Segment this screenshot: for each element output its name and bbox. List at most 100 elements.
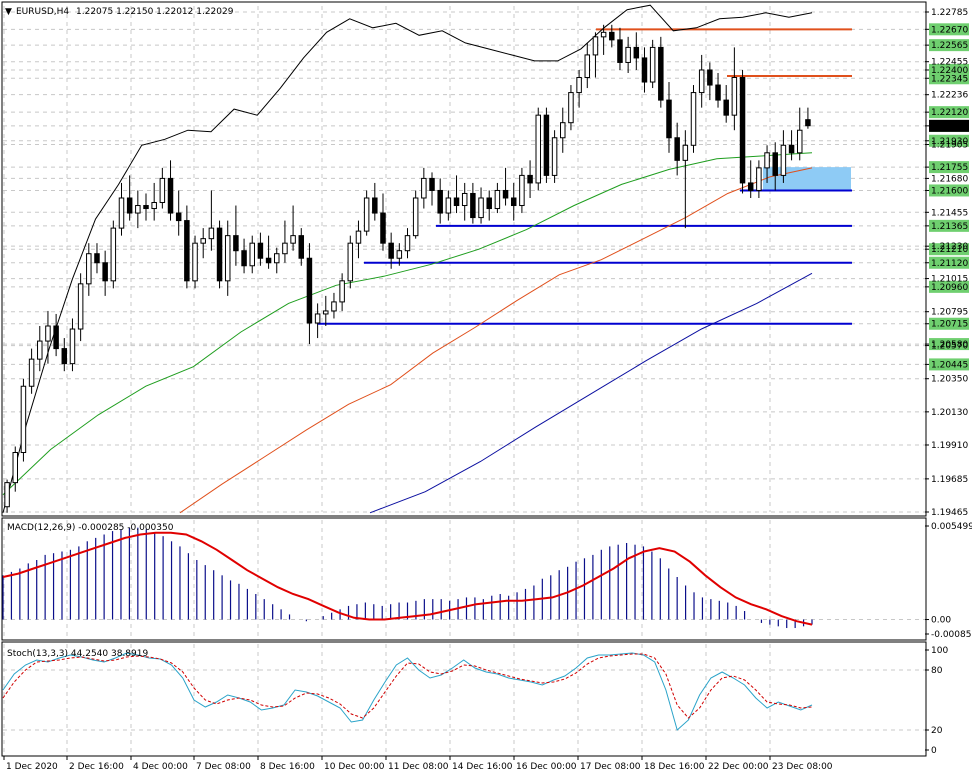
dropdown-arrow-icon[interactable]: ▼: [5, 7, 12, 17]
candle-body[interactable]: [86, 253, 92, 285]
candle-body[interactable]: [192, 242, 198, 282]
candle-body[interactable]: [200, 238, 206, 244]
candle-body[interactable]: [805, 119, 811, 127]
candle-body[interactable]: [282, 242, 288, 255]
candle-body[interactable]: [633, 46, 640, 59]
candle-body[interactable]: [77, 283, 84, 330]
candle-body[interactable]: [412, 197, 419, 237]
candle-body[interactable]: [731, 77, 738, 116]
candle-body[interactable]: [355, 230, 362, 244]
candle-body[interactable]: [486, 197, 492, 210]
candle-body[interactable]: [143, 205, 149, 210]
candle-body[interactable]: [61, 348, 68, 365]
candle-body[interactable]: [102, 262, 108, 282]
candle-body[interactable]: [421, 177, 427, 199]
candle-body[interactable]: [53, 325, 59, 350]
candle-body[interactable]: [592, 36, 599, 56]
candle-body[interactable]: [274, 253, 280, 264]
candle-body[interactable]: [502, 189, 509, 199]
candle-body[interactable]: [224, 235, 231, 282]
candle-body[interactable]: [208, 227, 215, 240]
candle-body[interactable]: [363, 197, 370, 232]
candle-body[interactable]: [788, 144, 795, 154]
candle-body[interactable]: [698, 69, 705, 94]
candle-body[interactable]: [437, 189, 443, 214]
candle-body[interactable]: [429, 177, 435, 191]
price-panel[interactable]: [1, 1, 927, 517]
candle-body[interactable]: [331, 301, 337, 312]
candle-body[interactable]: [388, 242, 394, 259]
candle-body[interactable]: [576, 77, 582, 94]
candle-body[interactable]: [339, 280, 345, 303]
candle-body[interactable]: [347, 242, 354, 282]
candle-body[interactable]: [543, 114, 550, 176]
stoch-panel[interactable]: [1, 641, 927, 757]
candle-body[interactable]: [739, 77, 746, 184]
candle-body[interactable]: [404, 235, 411, 252]
candle-body[interactable]: [772, 152, 778, 176]
candle-body[interactable]: [478, 197, 484, 219]
candle-body[interactable]: [323, 310, 329, 315]
candle-body[interactable]: [28, 358, 35, 387]
candle-body[interactable]: [216, 227, 223, 282]
candle-body[interactable]: [151, 202, 157, 210]
candle-body[interactable]: [519, 174, 525, 207]
candle-body[interactable]: [747, 182, 754, 191]
candle-body[interactable]: [560, 122, 566, 139]
candle-body[interactable]: [625, 46, 631, 63]
candle-body[interactable]: [314, 313, 321, 324]
candle-body[interactable]: [445, 197, 452, 214]
candle-body[interactable]: [126, 197, 133, 214]
candle-body[interactable]: [12, 452, 19, 484]
candle-body[interactable]: [159, 177, 166, 204]
candle-body[interactable]: [527, 174, 533, 184]
candle-body[interactable]: [372, 197, 378, 214]
candle-body[interactable]: [690, 92, 697, 146]
candle-body[interactable]: [396, 250, 403, 259]
candle-body[interactable]: [649, 46, 656, 83]
candle-body[interactable]: [584, 54, 591, 79]
candle-body[interactable]: [37, 340, 43, 360]
candle-body[interactable]: [764, 152, 770, 169]
candle-body[interactable]: [175, 212, 182, 222]
candle-body[interactable]: [535, 114, 541, 184]
candle-body[interactable]: [723, 99, 729, 116]
candle-body[interactable]: [796, 129, 803, 154]
candle-body[interactable]: [167, 177, 174, 214]
candle-body[interactable]: [658, 46, 664, 101]
candle-body[interactable]: [306, 257, 313, 324]
candle-body[interactable]: [453, 197, 460, 207]
candle-body[interactable]: [241, 250, 247, 267]
candle-body[interactable]: [265, 257, 272, 264]
candle-body[interactable]: [461, 192, 468, 207]
macd-panel[interactable]: [1, 517, 927, 641]
candle-body[interactable]: [249, 242, 255, 267]
candle-body[interactable]: [568, 92, 574, 124]
candle-body[interactable]: [510, 197, 517, 207]
candle-body[interactable]: [682, 144, 689, 161]
candle-body[interactable]: [600, 31, 607, 38]
candle-body[interactable]: [617, 39, 623, 63]
candle-body[interactable]: [380, 212, 386, 244]
candle-body[interactable]: [715, 84, 721, 101]
candle-body[interactable]: [94, 253, 100, 264]
candle-body[interactable]: [184, 220, 190, 282]
candle-body[interactable]: [756, 167, 762, 191]
candle-body[interactable]: [780, 144, 787, 176]
candle-body[interactable]: [110, 227, 117, 282]
candle-body[interactable]: [20, 385, 27, 454]
candle-body[interactable]: [135, 205, 141, 214]
candle-body[interactable]: [257, 242, 264, 259]
candle-body[interactable]: [674, 137, 680, 161]
candle-body[interactable]: [69, 328, 76, 365]
candle-body[interactable]: [290, 235, 296, 244]
candle-body[interactable]: [609, 31, 615, 41]
candle-body[interactable]: [641, 57, 648, 83]
candle-body[interactable]: [233, 235, 239, 252]
candle-body[interactable]: [4, 482, 10, 508]
candle-body[interactable]: [118, 197, 125, 229]
candle-body[interactable]: [470, 192, 476, 219]
candle-body[interactable]: [707, 69, 713, 86]
candle-body[interactable]: [298, 235, 305, 259]
candle-body[interactable]: [494, 189, 501, 210]
